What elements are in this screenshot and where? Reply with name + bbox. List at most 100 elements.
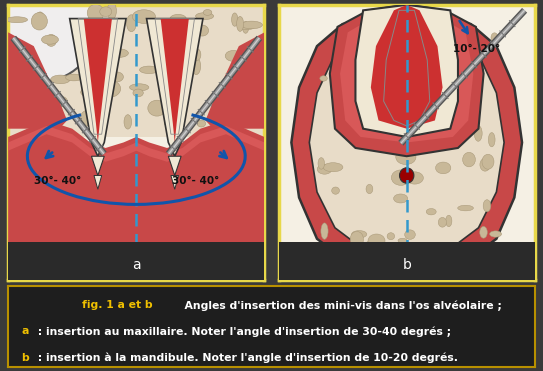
Ellipse shape (490, 231, 502, 237)
Ellipse shape (127, 15, 136, 32)
Ellipse shape (394, 194, 408, 203)
Ellipse shape (41, 35, 59, 44)
Text: Angles d'insertion des mini-vis dans l'os alvéolaire ;: Angles d'insertion des mini-vis dans l'o… (176, 301, 502, 311)
Text: b: b (402, 258, 411, 272)
Ellipse shape (96, 85, 105, 90)
Ellipse shape (456, 247, 472, 252)
Ellipse shape (243, 104, 254, 116)
Ellipse shape (161, 48, 167, 61)
Text: fig. 1 a et b: fig. 1 a et b (82, 301, 153, 311)
Ellipse shape (387, 233, 395, 240)
Polygon shape (371, 5, 443, 129)
Polygon shape (292, 16, 522, 266)
Ellipse shape (28, 50, 35, 64)
Ellipse shape (98, 80, 121, 97)
Polygon shape (356, 5, 458, 137)
Ellipse shape (132, 10, 155, 23)
Text: : insertion au maxillaire. Noter l'angle d'insertion de 30-40 degrés ;: : insertion au maxillaire. Noter l'angle… (35, 326, 452, 337)
Ellipse shape (486, 250, 503, 263)
Ellipse shape (81, 87, 103, 98)
Polygon shape (340, 10, 473, 142)
Ellipse shape (243, 22, 249, 33)
Ellipse shape (6, 17, 28, 23)
Ellipse shape (75, 36, 93, 46)
Ellipse shape (140, 66, 159, 73)
Ellipse shape (350, 232, 363, 247)
Ellipse shape (159, 21, 181, 32)
Ellipse shape (150, 29, 158, 37)
Ellipse shape (426, 209, 436, 215)
Ellipse shape (50, 75, 70, 84)
Ellipse shape (237, 16, 244, 32)
Ellipse shape (170, 14, 186, 24)
Ellipse shape (193, 49, 201, 60)
Polygon shape (171, 175, 179, 189)
Ellipse shape (363, 241, 383, 253)
Ellipse shape (491, 33, 498, 42)
FancyBboxPatch shape (1, 242, 272, 288)
Polygon shape (84, 19, 112, 142)
Ellipse shape (55, 96, 67, 107)
Polygon shape (70, 19, 126, 156)
Ellipse shape (406, 172, 424, 184)
Ellipse shape (124, 115, 131, 129)
Ellipse shape (203, 10, 212, 15)
Ellipse shape (407, 243, 421, 255)
Ellipse shape (46, 35, 56, 46)
Ellipse shape (458, 205, 473, 211)
Ellipse shape (192, 58, 201, 75)
Ellipse shape (241, 21, 262, 29)
Ellipse shape (237, 24, 255, 30)
Ellipse shape (36, 12, 45, 25)
Ellipse shape (164, 119, 175, 127)
Ellipse shape (435, 162, 451, 174)
Ellipse shape (110, 72, 123, 82)
Ellipse shape (479, 226, 487, 238)
Ellipse shape (482, 154, 494, 169)
Ellipse shape (446, 215, 452, 227)
FancyBboxPatch shape (1, 0, 272, 137)
Text: a: a (21, 326, 29, 336)
Polygon shape (147, 19, 203, 156)
Ellipse shape (398, 238, 407, 243)
Ellipse shape (87, 4, 104, 22)
Ellipse shape (224, 96, 238, 109)
Ellipse shape (176, 89, 188, 101)
Polygon shape (161, 19, 189, 142)
Ellipse shape (83, 40, 97, 56)
Polygon shape (310, 27, 504, 255)
Ellipse shape (129, 84, 149, 91)
Ellipse shape (463, 152, 475, 167)
Polygon shape (91, 156, 104, 175)
Text: 30°- 40°: 30°- 40° (34, 176, 81, 186)
Ellipse shape (164, 63, 179, 75)
Ellipse shape (332, 187, 339, 194)
Polygon shape (8, 121, 264, 280)
Polygon shape (94, 175, 102, 189)
Ellipse shape (84, 92, 98, 104)
Ellipse shape (396, 150, 416, 165)
Polygon shape (168, 156, 181, 175)
Text: 10°- 20°: 10°- 20° (453, 44, 500, 54)
Ellipse shape (320, 76, 327, 81)
Ellipse shape (109, 49, 128, 58)
Ellipse shape (232, 13, 238, 26)
Ellipse shape (321, 223, 328, 239)
Ellipse shape (474, 126, 482, 141)
Ellipse shape (488, 132, 495, 147)
Ellipse shape (195, 25, 209, 36)
Ellipse shape (318, 158, 325, 169)
Ellipse shape (352, 231, 367, 238)
Polygon shape (330, 5, 484, 156)
FancyBboxPatch shape (271, 242, 542, 288)
Circle shape (400, 168, 414, 183)
Ellipse shape (483, 200, 491, 212)
Ellipse shape (0, 0, 97, 82)
Ellipse shape (195, 13, 213, 20)
Text: 30°- 40°: 30°- 40° (172, 176, 219, 186)
Ellipse shape (66, 74, 83, 81)
Ellipse shape (20, 62, 34, 69)
Text: b: b (21, 352, 29, 362)
Ellipse shape (80, 109, 100, 126)
Ellipse shape (108, 2, 116, 19)
